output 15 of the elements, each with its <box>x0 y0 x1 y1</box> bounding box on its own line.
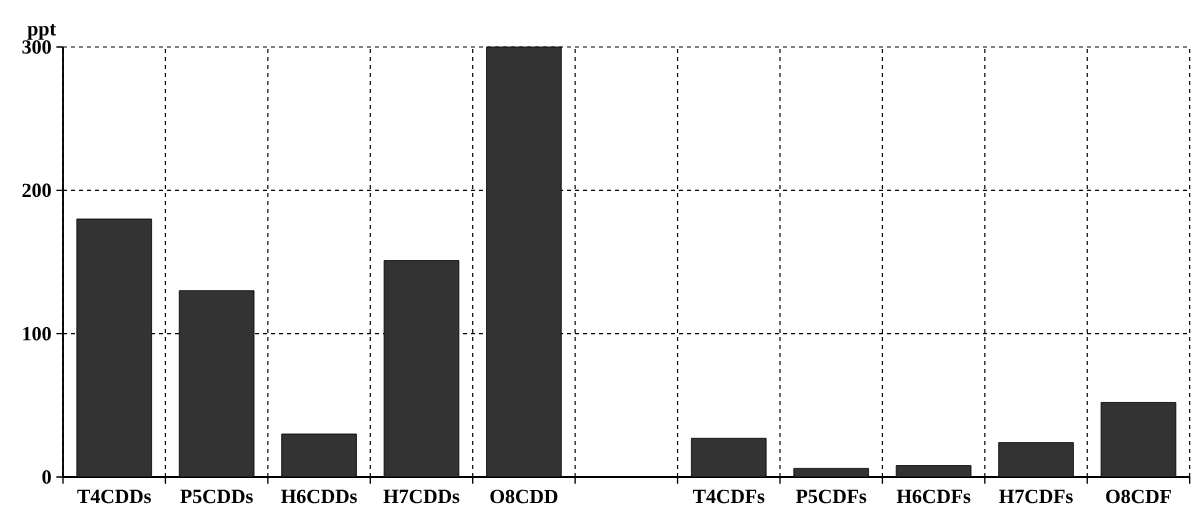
x-tick-label: P5CDFs <box>795 489 867 504</box>
y-tick-label: 300 <box>22 40 51 54</box>
x-tick-label: T4CDFs <box>692 489 765 504</box>
x-tick-label: H7CDDs <box>383 489 460 504</box>
y-axis-title: ppt <box>27 24 57 40</box>
x-tick-label: T4CDDs <box>77 489 151 504</box>
y-tick-label: 100 <box>23 326 51 341</box>
y-tick-label: 0 <box>42 470 51 484</box>
x-tick-label: P5CDDs <box>180 489 253 504</box>
x-tick-label: H7CDFs <box>999 489 1073 504</box>
x-tick-label: O8CDF <box>1106 489 1171 504</box>
x-tick-label: H6CDDs <box>281 489 357 504</box>
y-tick-label: 200 <box>22 183 51 198</box>
x-tick-label: H6CDFs <box>896 489 971 504</box>
x-tick-label: O8CDD <box>490 489 558 504</box>
